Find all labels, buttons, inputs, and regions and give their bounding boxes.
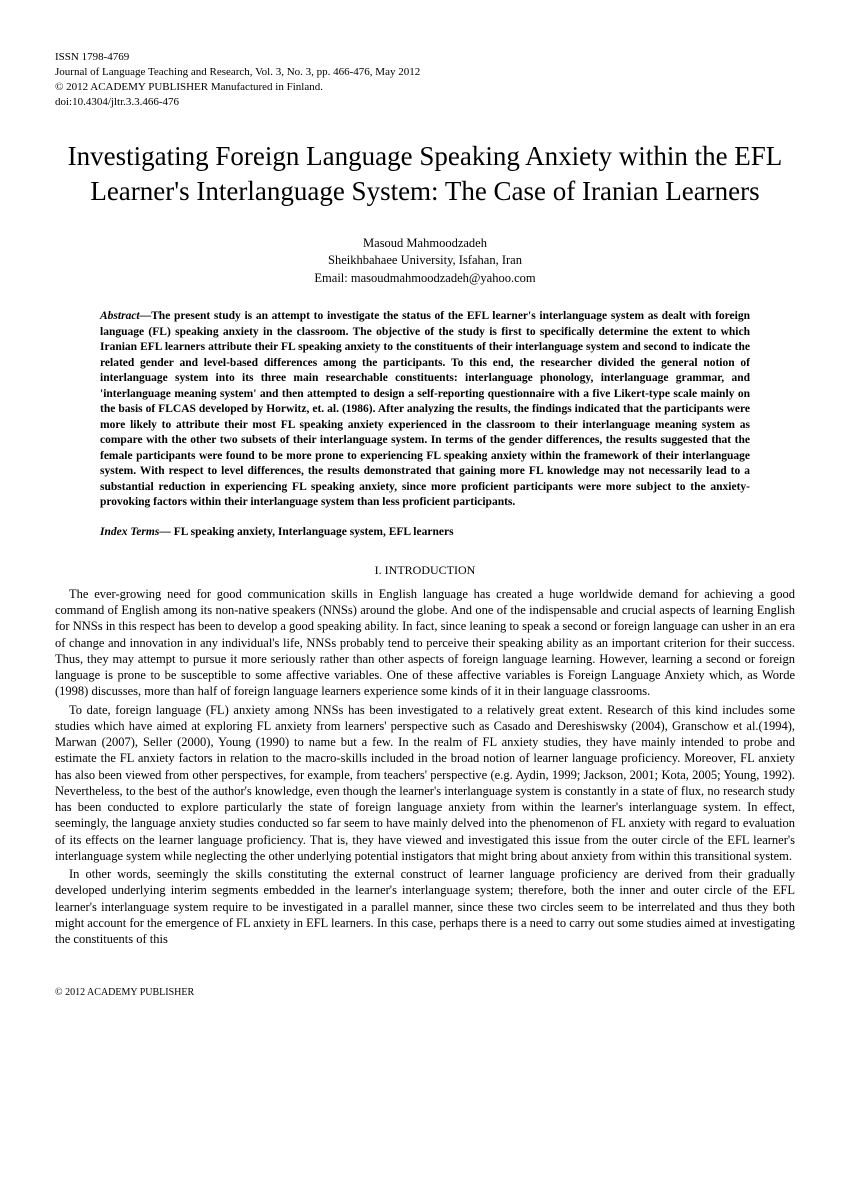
author-name: Masoud Mahmoodzadeh — [55, 235, 795, 253]
author-block: Masoud Mahmoodzadeh Sheikhbahaee Univers… — [55, 235, 795, 288]
intro-paragraph-2: To date, foreign language (FL) anxiety a… — [55, 702, 795, 865]
doi-line: doi:10.4304/jltr.3.3.466-476 — [55, 95, 795, 110]
index-terms-label: Index Terms— — [100, 526, 171, 538]
abstract-label: Abstract— — [100, 310, 151, 322]
page-footer: © 2012 ACADEMY PUBLISHER — [55, 987, 795, 998]
section-heading-introduction: I. INTRODUCTION — [55, 563, 795, 578]
author-email: Email: masoudmahmoodzadeh@yahoo.com — [55, 270, 795, 288]
header-metadata: ISSN 1798-4769 Journal of Language Teach… — [55, 50, 795, 109]
abstract-block: Abstract—The present study is an attempt… — [100, 309, 750, 511]
journal-line: Journal of Language Teaching and Researc… — [55, 65, 795, 80]
index-terms-block: Index Terms— FL speaking anxiety, Interl… — [100, 526, 750, 538]
page-container: ISSN 1798-4769 Journal of Language Teach… — [0, 0, 850, 1038]
abstract-text: The present study is an attempt to inves… — [100, 310, 750, 508]
intro-paragraph-1: The ever-growing need for good communica… — [55, 586, 795, 700]
paper-title: Investigating Foreign Language Speaking … — [55, 139, 795, 209]
intro-paragraph-3: In other words, seemingly the skills con… — [55, 866, 795, 947]
author-affiliation: Sheikhbahaee University, Isfahan, Iran — [55, 252, 795, 270]
copyright-line: © 2012 ACADEMY PUBLISHER Manufactured in… — [55, 80, 795, 95]
index-terms-text: FL speaking anxiety, Interlanguage syste… — [171, 526, 454, 538]
issn-line: ISSN 1798-4769 — [55, 50, 795, 65]
